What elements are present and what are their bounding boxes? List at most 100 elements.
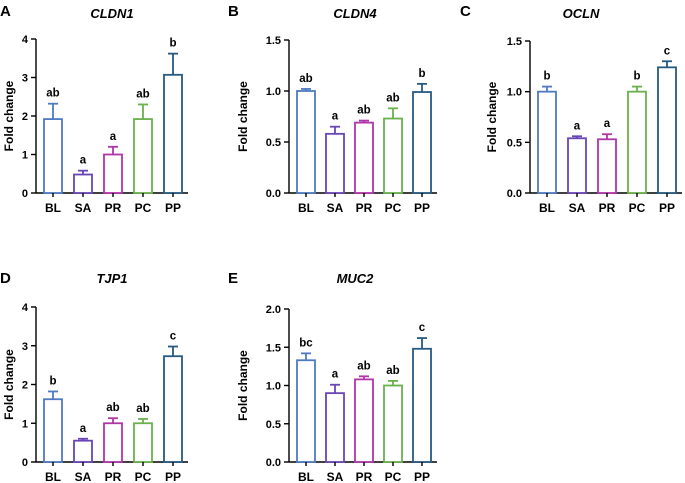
significance-label-PP: c xyxy=(664,45,671,57)
x-tick-label-PC: PC xyxy=(135,470,152,483)
panel-B: B CLDN4 Fold change 0.0 0.5 1.0 1.5 BL ab SA a PR ab… xyxy=(228,3,437,215)
y-axis-label: Fold change xyxy=(236,81,250,152)
significance-label-PR: a xyxy=(604,118,611,130)
chart-title: CLDN1 xyxy=(90,6,133,21)
bar-PC xyxy=(627,90,647,194)
significance-label-BL: b xyxy=(543,71,550,83)
bar-PR xyxy=(103,153,123,194)
y-tick-label: 1 xyxy=(22,150,28,162)
y-tick-label: 1.5 xyxy=(266,342,281,354)
panel-E: E MUC2 Fold change 0.0 0.5 1.0 1.5 2.0 BL bc SA a PR… xyxy=(228,270,437,483)
significance-label-SA: a xyxy=(80,155,87,167)
y-tick-label: 1.0 xyxy=(266,381,281,393)
x-tick-label-SA: SA xyxy=(569,201,586,215)
bar-SA xyxy=(567,137,587,194)
x-tick-label-PC: PC xyxy=(629,201,646,215)
y-tick-label: 0 xyxy=(22,188,28,200)
y-axis-label: Fold change xyxy=(2,80,16,151)
y-tick-label: 3 xyxy=(22,73,28,85)
bar-PC xyxy=(133,422,153,463)
x-tick-label-SA: SA xyxy=(327,201,344,215)
chart-title: OCLN xyxy=(563,6,600,21)
significance-label-SA: a xyxy=(332,111,339,123)
bar-PP xyxy=(412,347,432,463)
y-tick-label: 0.5 xyxy=(266,419,281,431)
bar-PP xyxy=(657,66,677,194)
significance-label-SA: a xyxy=(80,423,87,435)
panel-letter: A xyxy=(0,3,11,20)
x-tick-label-PP: PP xyxy=(165,201,181,215)
y-tick-label: 2 xyxy=(22,380,28,392)
significance-label-BL: ab xyxy=(299,73,312,85)
significance-label-PR: ab xyxy=(357,360,370,372)
panel-D: D TJP1 Fold change 0 1 2 3 4 BL b SA a PR ab PC ab PP c xyxy=(0,270,188,483)
significance-label-PR: a xyxy=(110,131,117,143)
y-axis-label: Fold change xyxy=(485,81,499,152)
significance-label-SA: a xyxy=(574,120,581,132)
x-tick-label-PR: PR xyxy=(105,201,122,215)
bar-PR xyxy=(597,138,617,194)
bar-SA xyxy=(325,392,345,463)
bar-BL xyxy=(296,359,316,463)
bar-PP xyxy=(163,73,183,194)
x-tick-label-BL: BL xyxy=(298,201,314,215)
chart-title: CLDN4 xyxy=(333,6,377,21)
panel-C: C OCLN Fold change 0.0 0.5 1.0 1.5 BL b SA a PR a PC b… xyxy=(460,3,682,215)
bar-PC xyxy=(383,117,403,194)
bar-PR xyxy=(354,121,374,194)
significance-label-PC: ab xyxy=(386,92,399,104)
significance-label-BL: ab xyxy=(46,88,59,100)
y-tick-label: 2 xyxy=(22,111,28,123)
y-tick-label: 0 xyxy=(22,457,28,469)
y-tick-label: 0.5 xyxy=(266,137,281,149)
significance-label-PC: ab xyxy=(136,403,149,415)
bar-SA xyxy=(325,132,345,194)
y-tick-label: 1.5 xyxy=(266,35,281,47)
chart-title: MUC2 xyxy=(337,271,375,286)
x-tick-label-PP: PP xyxy=(659,201,675,215)
y-tick-label: 1 xyxy=(22,418,28,430)
significance-label-SA: a xyxy=(332,369,339,381)
bar-SA xyxy=(73,439,93,463)
significance-label-PP: b xyxy=(169,38,176,50)
panel-letter: E xyxy=(228,270,238,287)
x-tick-label-BL: BL xyxy=(45,470,61,483)
bar-BL xyxy=(43,398,63,463)
y-tick-label: 0.0 xyxy=(507,188,522,200)
panel-A: A CLDN1 Fold change 0 1 2 3 4 BL ab SA a PR a PC ab PP b xyxy=(0,3,188,215)
significance-label-PP: c xyxy=(419,322,426,334)
x-tick-label-PR: PR xyxy=(356,201,373,215)
significance-label-PP: b xyxy=(418,68,425,80)
y-tick-label: 0.0 xyxy=(266,188,281,200)
y-tick-label: 0.0 xyxy=(266,457,281,469)
x-tick-label-PP: PP xyxy=(414,201,430,215)
x-tick-label-PR: PR xyxy=(356,470,373,483)
x-tick-label-SA: SA xyxy=(327,470,344,483)
x-tick-label-PP: PP xyxy=(414,470,430,483)
significance-label-PC: b xyxy=(633,71,640,83)
x-tick-label-PR: PR xyxy=(105,470,122,483)
bar-PR xyxy=(354,378,374,463)
y-tick-label: 3 xyxy=(22,341,28,353)
significance-label-PR: ab xyxy=(357,105,370,117)
y-tick-label: 2.0 xyxy=(266,304,281,316)
significance-label-PP: c xyxy=(170,331,177,343)
bar-BL xyxy=(537,90,557,194)
significance-label-PR: ab xyxy=(106,402,119,414)
y-tick-label: 0.5 xyxy=(507,137,522,149)
significance-label-PC: ab xyxy=(386,365,399,377)
bar-PC xyxy=(383,384,403,463)
y-tick-label: 1.5 xyxy=(507,36,522,48)
significance-label-BL: bc xyxy=(299,337,313,349)
y-axis-label: Fold change xyxy=(2,349,16,420)
bar-BL xyxy=(296,90,316,194)
bar-PP xyxy=(412,91,432,194)
y-tick-label: 4 xyxy=(22,302,29,314)
y-tick-label: 1.0 xyxy=(266,86,281,98)
bar-PP xyxy=(163,355,183,463)
x-tick-label-PR: PR xyxy=(599,201,616,215)
bar-PR xyxy=(103,422,123,463)
x-tick-label-PP: PP xyxy=(165,470,181,483)
panel-letter: D xyxy=(0,270,11,287)
